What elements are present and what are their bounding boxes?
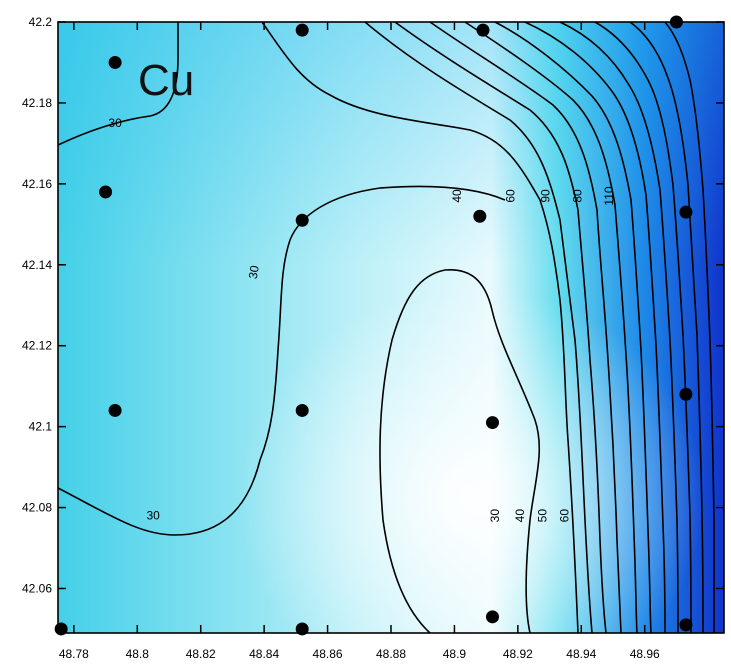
sample-point xyxy=(295,403,309,417)
contour-label: 50 xyxy=(535,509,549,523)
x-tick-label: 48.86 xyxy=(313,647,343,661)
contour-label: 30 xyxy=(488,509,502,523)
sample-point xyxy=(99,185,113,199)
y-tick-label: 42.12 xyxy=(22,339,52,353)
x-tick-label: 48.9 xyxy=(443,647,467,661)
contour-line-40 xyxy=(364,21,593,634)
contour-line-50 xyxy=(394,21,607,634)
x-tick-label: 48.8 xyxy=(126,647,150,661)
contour-line-30-center xyxy=(57,185,506,536)
color-field-low-spot xyxy=(58,22,724,633)
chart-title: Cu xyxy=(138,56,194,105)
contour-label: 40 xyxy=(513,509,527,523)
x-tick-label: 48.84 xyxy=(249,647,279,661)
y-axis: 42.06 42.08 42.1 42.12 42.14 42.16 42.18 42.2 xyxy=(22,15,724,595)
sample-point xyxy=(679,618,693,632)
plot-background xyxy=(58,22,724,633)
contour-label: 110 xyxy=(602,186,616,205)
contour-label: 40 xyxy=(450,189,464,203)
contour-label: 80 xyxy=(570,189,584,203)
contour-labels: 30 30 30 40 60 90 80 110 30 40 50 60 xyxy=(108,116,616,522)
x-tick-label: 48.78 xyxy=(59,647,89,661)
sample-point xyxy=(108,55,122,69)
sample-point xyxy=(485,610,499,624)
contour-line-80 xyxy=(494,21,652,634)
contour-label: 30 xyxy=(246,264,262,280)
contour-label: 60 xyxy=(504,189,518,203)
contour-label: 30 xyxy=(108,116,122,130)
contour-label: 60 xyxy=(558,509,572,523)
sample-point xyxy=(473,209,487,223)
contour-label: 30 xyxy=(146,509,160,523)
contour-line-30-south-basin xyxy=(379,269,541,634)
x-axis: 48.78 48.8 48.82 48.84 48.86 48.88 48.9 48.92 48… xyxy=(59,22,660,661)
sample-point xyxy=(295,213,309,227)
y-tick-label: 42.2 xyxy=(29,15,53,29)
sample-point xyxy=(679,205,693,219)
x-tick-label: 48.88 xyxy=(376,647,406,661)
sample-point xyxy=(679,387,693,401)
contour-label: 90 xyxy=(539,189,553,203)
y-tick-label: 42.16 xyxy=(22,177,52,191)
x-tick-label: 48.96 xyxy=(630,647,660,661)
contour-line-110 xyxy=(594,21,692,634)
contour-line-30-north xyxy=(57,22,179,146)
contour-line-130 xyxy=(664,21,715,633)
x-tick-label: 48.82 xyxy=(186,647,216,661)
contour-lines xyxy=(57,21,715,634)
x-tick-label: 48.92 xyxy=(503,647,533,661)
sample-point xyxy=(108,403,122,417)
contour-line-90 xyxy=(524,21,666,634)
sample-point xyxy=(295,23,309,37)
x-tick-label: 48.94 xyxy=(566,647,596,661)
y-tick-label: 42.1 xyxy=(29,420,53,434)
y-tick-label: 42.14 xyxy=(22,258,52,272)
contour-line-100 xyxy=(559,21,679,634)
sample-point xyxy=(485,416,499,430)
contour-line-60 xyxy=(429,21,622,634)
y-tick-label: 42.18 xyxy=(22,96,52,110)
sample-point xyxy=(476,23,490,37)
y-tick-label: 42.06 xyxy=(22,581,52,595)
contour-line-120 xyxy=(629,21,704,634)
contour-line-70 xyxy=(464,21,638,634)
y-tick-label: 42.08 xyxy=(22,501,52,515)
contour-line-30-northeast xyxy=(261,21,579,634)
